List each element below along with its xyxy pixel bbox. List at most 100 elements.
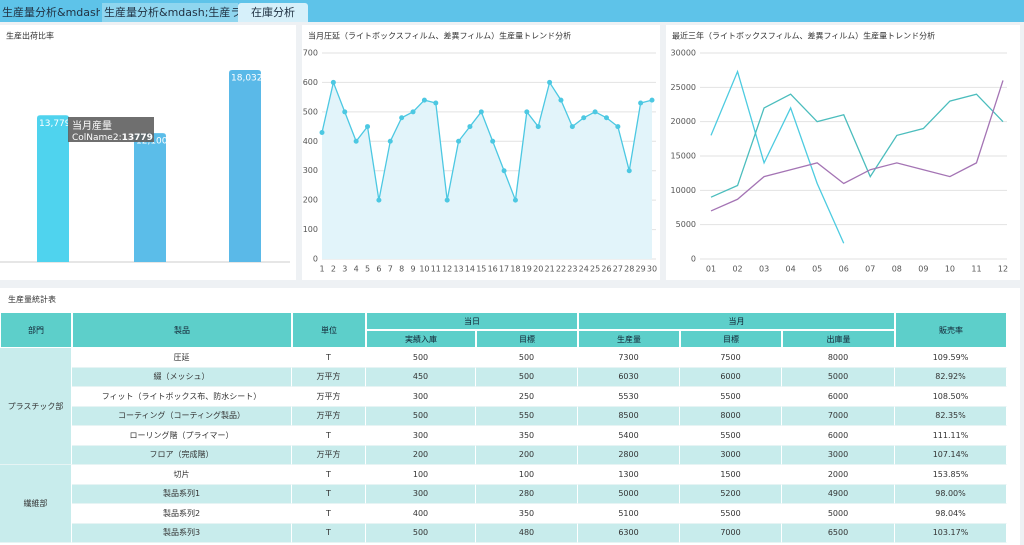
chart-title: 最近三年（ライトボックスフィルム、差異フィルム）生産量トレンド分析 — [672, 31, 935, 41]
table-cell: 万平方 — [292, 445, 366, 465]
table-cell: 2000 — [782, 465, 895, 485]
table-cell: 550 — [476, 406, 578, 426]
y-tick-label: 15000 — [671, 152, 696, 161]
tooltip-title: 当月産量 — [72, 119, 112, 132]
y-tick-label: 25000 — [671, 83, 696, 92]
table-cell: 111.11% — [895, 426, 1007, 446]
chart: 最近三年（ライトボックスフィルム、差異フィルム）生産量トレンド分析 0 5000 10… — [671, 31, 1009, 274]
tooltip-value: 13779 — [122, 133, 153, 143]
x-tick-label: 10 — [945, 265, 955, 274]
table-cell: T — [292, 426, 366, 446]
x-tick-label: 17 — [499, 265, 509, 274]
table-cell: T — [292, 465, 366, 485]
table-cell: 98.04% — [895, 504, 1007, 524]
table-cell: コーティング（コーティング製品） — [72, 406, 292, 426]
point — [626, 168, 632, 174]
tooltip-row: ColName2:13779 — [72, 133, 153, 143]
table-cell: 5400 — [578, 426, 680, 446]
chart-title: 当月圧延（ライトボックスフィルム、差異フィルム）生産量トレンド分析 — [308, 31, 571, 41]
y-tick-label: 5000 — [676, 220, 696, 229]
table-cell: T — [292, 484, 366, 504]
x-tick-label: 25 — [590, 265, 600, 274]
header-cell: 出庫量 — [782, 330, 895, 348]
tab[interactable]: 在庫分析 — [238, 3, 308, 22]
table-cell: 7300 — [578, 348, 680, 368]
header-cell: 部門 — [0, 312, 72, 348]
table-cell: 5100 — [578, 504, 680, 524]
table-cell: 8000 — [782, 348, 895, 368]
table-cell: 250 — [476, 387, 578, 407]
table-cell: 万平方 — [292, 406, 366, 426]
y-tick-label: 200 — [303, 196, 318, 205]
tab[interactable]: 生産量分析&mdash;生産ライン — [102, 3, 238, 22]
table-cell: 109.59% — [895, 348, 1007, 368]
y-tick-label: 0 — [313, 255, 318, 264]
x-tick-label: 22 — [556, 265, 566, 274]
point — [467, 124, 473, 130]
x-tick-label: 3 — [342, 265, 347, 274]
table-cell: 100 — [366, 465, 476, 485]
table-cell: 350 — [476, 426, 578, 446]
point — [592, 109, 598, 115]
x-tick-label: 12 — [442, 265, 452, 274]
point — [456, 138, 462, 144]
chart: 生産出荷比率13,77912,10018,032当月産量ColName2:137… — [0, 31, 290, 263]
table-cell: 5500 — [680, 426, 782, 446]
x-tick-label: 8 — [399, 265, 404, 274]
header-cell: 販売率 — [895, 312, 1007, 348]
x-tick-label: 03 — [759, 265, 769, 274]
header-cell: 目標 — [476, 330, 578, 348]
table-cell: 5000 — [782, 367, 895, 387]
x-tick-label: 05 — [812, 265, 822, 274]
x-tick-label: 26 — [601, 265, 611, 274]
table-cell: 100 — [476, 465, 578, 485]
x-tick-label: 6 — [376, 265, 381, 274]
bar — [134, 133, 166, 262]
table-cell: 450 — [366, 367, 476, 387]
table-cell: 1500 — [680, 465, 782, 485]
table-cell: フィット（ライトボックス布、防水シート） — [72, 387, 292, 407]
point — [603, 115, 609, 121]
table-cell: T — [292, 523, 366, 543]
x-tick-label: 13 — [453, 265, 463, 274]
x-tick-label: 01 — [706, 265, 716, 274]
x-tick-label: 7 — [388, 265, 393, 274]
table-cell: 3000 — [680, 445, 782, 465]
table-cell: 6000 — [782, 387, 895, 407]
table-cell: 1300 — [578, 465, 680, 485]
data-label: 18,032 — [231, 74, 263, 84]
x-tick-label: 12 — [998, 265, 1008, 274]
header-cell: 生産量 — [578, 330, 680, 348]
table-cell: 6030 — [578, 367, 680, 387]
data-label: 13,779 — [39, 119, 71, 129]
x-tick-label: 4 — [354, 265, 359, 274]
y-tick-label: 400 — [303, 137, 318, 146]
bar — [229, 70, 261, 262]
point — [376, 197, 382, 203]
point — [638, 100, 644, 106]
dept-cell: プラスチック部 — [0, 348, 72, 465]
table-cell: 綴（メッシュ） — [72, 367, 292, 387]
x-tick-label: 09 — [918, 265, 928, 274]
table-cell: 108.50% — [895, 387, 1007, 407]
table-cell: 500 — [476, 367, 578, 387]
table-cell: 7500 — [680, 348, 782, 368]
x-tick-label: 20 — [533, 265, 543, 274]
table-cell: 200 — [366, 445, 476, 465]
tab[interactable]: 生産量分析&mdash;製造 — [2, 6, 100, 19]
point — [421, 97, 427, 103]
header-cell: 当日 — [366, 312, 578, 330]
table-cell: 製品系列1 — [72, 484, 292, 504]
point — [581, 115, 587, 121]
chart: 当月圧延（ライトボックスフィルム、差異フィルム）生産量トレンド分析 0 100 200… — [303, 31, 657, 274]
x-tick-label: 1 — [319, 265, 324, 274]
table-cell: 200 — [476, 445, 578, 465]
x-tick-label: 27 — [613, 265, 623, 274]
table-cell: 製品系列2 — [72, 504, 292, 524]
point — [387, 138, 393, 144]
table-cell: 82.92% — [895, 367, 1007, 387]
x-tick-label: 11 — [431, 265, 441, 274]
y-tick-label: 600 — [303, 78, 318, 87]
table-cell: 107.14% — [895, 445, 1007, 465]
table-cell: 350 — [476, 504, 578, 524]
